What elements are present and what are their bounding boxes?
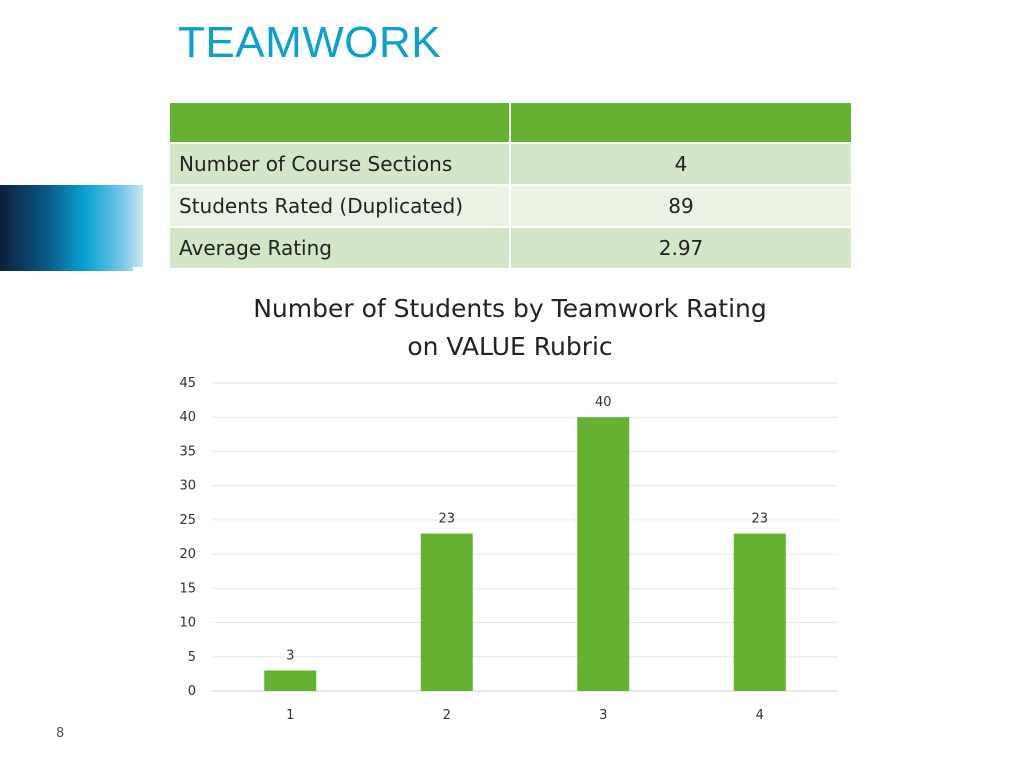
side-accent-bar xyxy=(0,185,143,271)
table-row-value: 4 xyxy=(510,142,851,185)
y-tick-label: 5 xyxy=(188,650,196,665)
chart-title: Number of Students by Teamwork Rating on… xyxy=(200,290,820,366)
x-tick-label: 2 xyxy=(443,708,451,723)
table-row-value: 2.97 xyxy=(510,226,851,268)
bar xyxy=(577,417,630,691)
slide-title: TEAMWORK xyxy=(178,18,442,67)
table-row-label: Average Rating xyxy=(170,226,511,268)
y-tick-label: 20 xyxy=(179,547,196,562)
y-tick-label: 10 xyxy=(179,616,196,631)
table-row-label: Number of Course Sections xyxy=(170,142,511,185)
table-row: Students Rated (Duplicated) 89 xyxy=(170,184,851,227)
x-tick-label: 4 xyxy=(756,708,764,723)
data-label: 23 xyxy=(751,512,768,527)
chart-title-line-2: on VALUE Rubric xyxy=(407,332,613,361)
chart-title-line-1: Number of Students by Teamwork Rating xyxy=(253,294,767,323)
x-tick-label: 3 xyxy=(599,708,607,723)
table-row: Average Rating 2.97 xyxy=(170,226,851,268)
data-label: 3 xyxy=(286,648,294,663)
page-number: 8 xyxy=(56,726,65,741)
y-tick-label: 45 xyxy=(179,376,196,391)
bar xyxy=(264,670,317,691)
table-header-cell xyxy=(170,103,511,143)
y-tick-label: 0 xyxy=(188,684,196,699)
data-label: 40 xyxy=(595,395,612,410)
bar xyxy=(733,533,786,691)
table-row-value: 89 xyxy=(510,184,851,227)
stats-table: Number of Course Sections 4 Students Rat… xyxy=(170,103,851,268)
y-tick-label: 25 xyxy=(179,513,196,528)
table-row: Number of Course Sections 4 xyxy=(170,142,851,185)
table-header-row xyxy=(170,103,851,143)
bar xyxy=(420,533,473,691)
y-tick-label: 15 xyxy=(179,581,196,596)
y-tick-label: 35 xyxy=(179,444,196,459)
table-header-cell xyxy=(510,103,851,143)
data-label: 23 xyxy=(438,512,455,527)
table-row-label: Students Rated (Duplicated) xyxy=(170,184,511,227)
x-tick-label: 1 xyxy=(286,708,294,723)
y-tick-label: 40 xyxy=(179,410,196,425)
y-tick-label: 30 xyxy=(179,479,196,494)
